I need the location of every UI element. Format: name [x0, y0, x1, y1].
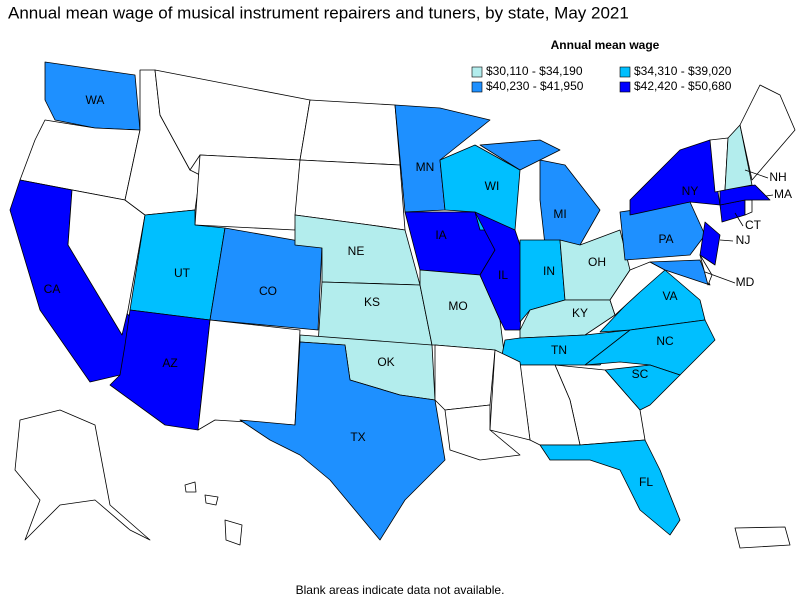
state — [224, 519, 243, 546]
state — [629, 139, 721, 216]
state — [479, 139, 561, 171]
state-label: NC — [656, 334, 674, 348]
state-label: SC — [632, 367, 649, 381]
state-label: MN — [416, 160, 435, 174]
state — [649, 259, 711, 286]
leader-line — [704, 271, 736, 284]
state-label: WA — [86, 93, 105, 107]
state — [194, 154, 301, 231]
legend-swatch — [471, 66, 483, 78]
state — [744, 199, 753, 216]
footnote: Blank areas indicate data not available. — [296, 583, 505, 597]
state-label: KS — [364, 295, 380, 309]
legend-title: Annual mean wage — [551, 38, 660, 52]
state — [434, 344, 496, 411]
state-label: PA — [658, 232, 673, 246]
state — [724, 124, 753, 191]
state-label: WI — [485, 179, 500, 193]
legend: $30,110 - $34,190 $34,310 - $39,020 $40,23… — [471, 64, 732, 93]
legend-label: $42,420 - $50,680 — [634, 79, 732, 93]
state-label: MO — [448, 299, 467, 313]
state — [239, 341, 446, 541]
state-label: NH — [769, 170, 786, 184]
states — [9, 61, 796, 549]
state-label: KY — [572, 306, 588, 320]
legend-swatch — [471, 81, 483, 93]
state — [204, 494, 219, 506]
leader-line — [744, 169, 769, 179]
legend-swatch — [619, 81, 631, 93]
state-label: IL — [498, 268, 508, 282]
state-label: NY — [682, 184, 699, 198]
leader-line — [765, 194, 774, 197]
state-label: FL — [639, 475, 653, 489]
state — [299, 99, 401, 166]
state-label: UT — [174, 266, 191, 280]
state-label: OH — [588, 255, 606, 269]
state-label: VA — [662, 289, 677, 303]
state — [699, 221, 721, 266]
state-label: TX — [350, 430, 365, 444]
state-label: CA — [44, 282, 61, 296]
state — [739, 84, 796, 181]
map-title: Annual mean wage of musical instrument r… — [8, 3, 629, 22]
state — [539, 439, 681, 536]
state — [539, 159, 601, 246]
state-label: NE — [348, 244, 365, 258]
state-label: MI — [553, 207, 566, 221]
state-label: CO — [259, 284, 277, 298]
state — [184, 481, 197, 493]
leader-line — [734, 212, 744, 227]
legend-swatch — [619, 66, 631, 78]
state — [584, 319, 716, 376]
legend-label: $40,230 - $41,950 — [486, 79, 584, 93]
state-label: AZ — [162, 356, 177, 370]
state — [197, 319, 301, 431]
state-label: OK — [377, 355, 394, 369]
state-label: TN — [551, 343, 567, 357]
state-label: MA — [774, 187, 792, 201]
legend-label: $34,310 - $39,020 — [634, 64, 732, 78]
state — [474, 211, 526, 331]
leader-line — [719, 239, 734, 242]
state — [317, 281, 433, 346]
state — [489, 349, 531, 441]
state — [14, 409, 151, 541]
state-label: IN — [543, 264, 555, 278]
state — [734, 526, 791, 549]
state-label: CT — [745, 218, 762, 232]
state — [444, 404, 521, 461]
state — [209, 227, 323, 331]
state-label: IA — [435, 228, 446, 242]
state — [699, 254, 713, 286]
state-label: MD — [736, 275, 755, 289]
state-label: NJ — [736, 233, 751, 247]
state — [719, 184, 771, 206]
state — [129, 209, 226, 321]
state-labels: NE KS MO OK OH KY NH UT WI IN TN VA NC SC FL WA MN MI CO TX… — [44, 93, 792, 489]
legend-label: $30,110 - $34,190 — [486, 64, 583, 78]
